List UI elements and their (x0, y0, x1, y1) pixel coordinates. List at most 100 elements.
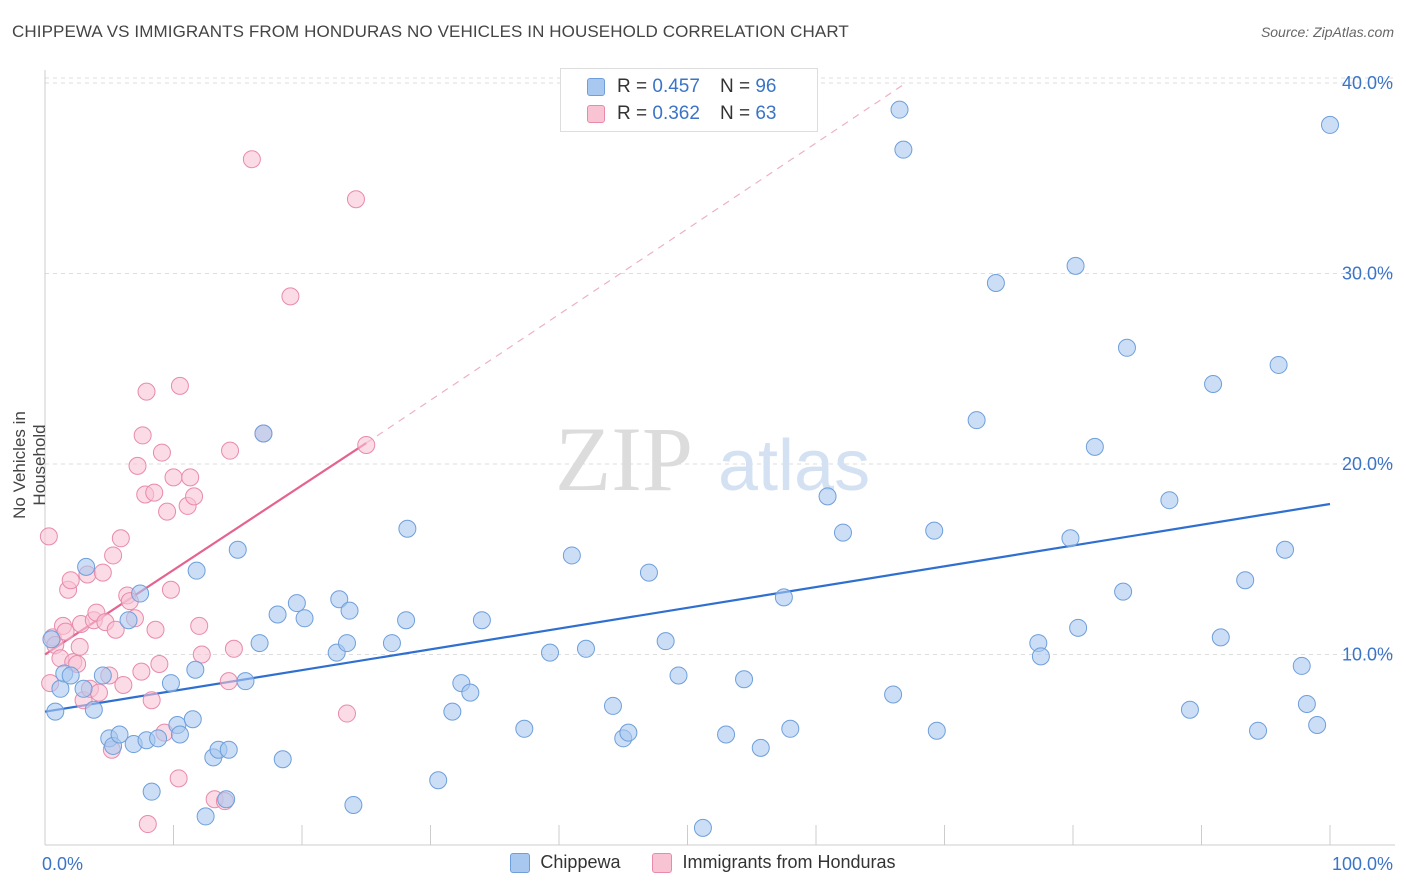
chippewa-point (1085, 437, 1104, 456)
chippewa-point (170, 725, 189, 744)
n-value: 63 (755, 103, 777, 124)
chippewa-point (1249, 721, 1268, 740)
chippewa-point (656, 632, 675, 651)
honduras-point (192, 645, 211, 664)
honduras-point (185, 487, 204, 506)
chippewa-point (186, 660, 205, 679)
honduras-point (111, 529, 130, 548)
chippewa-point (833, 523, 852, 542)
chippewa-point (217, 790, 236, 809)
watermark-atlas: atlas (718, 426, 870, 506)
chippewa-point (337, 634, 356, 653)
chippewa-point (1321, 115, 1339, 134)
chippewa-point (884, 685, 903, 704)
chippewa-point (1269, 355, 1288, 374)
chippewa-point (397, 611, 416, 630)
honduras-point (145, 483, 164, 502)
honduras-point (224, 639, 243, 658)
chippewa-point (161, 674, 180, 693)
chippewa-point (330, 590, 349, 609)
chippewa-point (693, 818, 712, 837)
honduras-point (190, 616, 209, 635)
stats-row-chippewa: R = 0.457 N = 96 (587, 75, 776, 99)
honduras-point (169, 769, 188, 788)
honduras-point (89, 683, 108, 702)
stats-row-honduras: R = 0.362 N = 63 (587, 102, 776, 126)
chippewa-point (183, 710, 202, 729)
legend: Chippewa Immigrants from Honduras (0, 852, 1406, 873)
chippewa-point (398, 519, 417, 538)
chippewa-point (1204, 374, 1223, 393)
legend-swatch-chippewa (510, 852, 531, 873)
chippewa-point (74, 679, 93, 698)
chippewa-point (781, 719, 800, 738)
chippewa-point (562, 546, 581, 565)
chippewa-point (1061, 529, 1080, 548)
chippewa-point (250, 634, 269, 653)
honduras-point (133, 426, 152, 445)
stats-box: R = 0.457 N = 96 R = 0.362 N = 63 (560, 68, 818, 132)
n-label: N = (719, 103, 751, 124)
honduras-point (161, 580, 180, 599)
r-value: 0.362 (652, 103, 700, 124)
honduras-point (242, 150, 261, 169)
chippewa-point (774, 588, 793, 607)
chippewa-point (603, 696, 622, 715)
chippewa-point (751, 738, 770, 757)
honduras-point (137, 382, 156, 401)
chippewa-point (295, 609, 314, 628)
chippewa-point (196, 807, 215, 826)
legend-label-chippewa: Chippewa (540, 852, 621, 872)
honduras-point (152, 443, 171, 462)
y-tick-label: 20.0% (1342, 454, 1393, 474)
y-tick-label: 30.0% (1342, 264, 1393, 284)
chippewa-point (1211, 628, 1230, 647)
honduras-point (138, 815, 157, 834)
honduras-swatch (587, 105, 605, 123)
honduras-point (142, 691, 161, 710)
honduras-point (146, 620, 165, 639)
honduras-point (158, 502, 177, 521)
legend-swatch-honduras (652, 852, 673, 873)
chippewa-point (1292, 656, 1311, 675)
chippewa-point (890, 100, 909, 119)
honduras-point (181, 468, 200, 487)
honduras-point (70, 637, 89, 656)
trend-lines (44, 82, 1331, 713)
r-value: 0.457 (652, 76, 700, 97)
chart-title: CHIPPEWA VS IMMIGRANTS FROM HONDURAS NO … (12, 22, 849, 41)
chippewa-point (187, 561, 206, 580)
n-value: 96 (755, 76, 777, 97)
honduras-point (128, 456, 147, 475)
chippewa-point (228, 540, 247, 559)
tick-labels: 10.0% 20.0% 30.0% 40.0% 0.0% 100.0% (42, 73, 1393, 874)
chippewa-point (1114, 582, 1133, 601)
chippewa-point (515, 719, 534, 738)
chippewa-point (717, 725, 736, 744)
honduras-point (221, 441, 240, 460)
honduras-point (164, 468, 183, 487)
chippewa-point (925, 521, 944, 540)
chippewa-point (541, 643, 560, 662)
source-label: Source: ZipAtlas.com (1260, 24, 1394, 40)
chippewa-point (1276, 540, 1295, 559)
x-tick-label: 100.0% (1332, 854, 1393, 874)
honduras-point (219, 672, 238, 691)
chippewa-point (443, 702, 462, 721)
chippewa-point (461, 683, 480, 702)
chippewa-point (77, 557, 96, 576)
y-tick-label: 10.0% (1342, 645, 1393, 665)
chippewa-point (1308, 715, 1327, 734)
chippewa-point (1069, 618, 1088, 637)
chippewa-point (472, 611, 491, 630)
n-label: N = (719, 76, 751, 97)
chippewa-point (1297, 695, 1316, 714)
honduras-point (132, 662, 151, 681)
chippewa-point (669, 666, 688, 685)
honduras-point (281, 287, 300, 306)
chippewa-point (84, 700, 103, 719)
y-tick-label: 40.0% (1342, 73, 1393, 93)
chippewa-point (254, 424, 273, 443)
r-label: R = (617, 103, 648, 124)
r-label: R = (617, 76, 648, 97)
